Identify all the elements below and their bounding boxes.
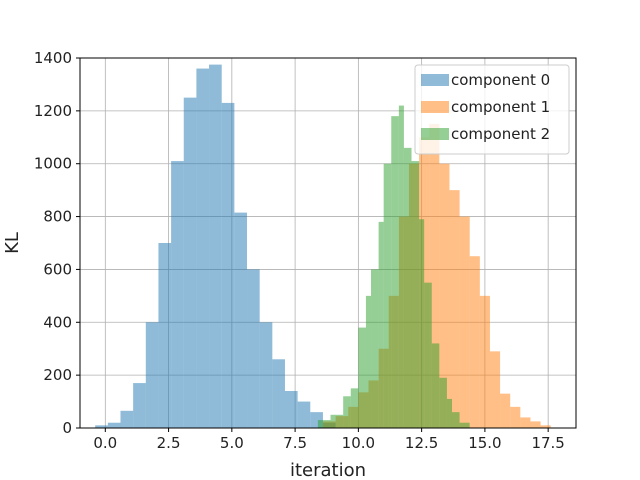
series-1-bar-21	[540, 425, 551, 428]
x-tick-label-1: 2.5	[157, 434, 181, 452]
y-tick-label-6: 1200	[34, 102, 72, 120]
series-0-bar-16	[297, 401, 311, 428]
series-2-bar-19	[459, 422, 470, 428]
series-0-bar-2	[120, 410, 134, 428]
series-2-bar-15	[431, 343, 440, 428]
series-0-bar-11	[234, 212, 248, 428]
y-tick-label-1: 200	[43, 366, 72, 384]
y-tick-label-4: 800	[43, 208, 72, 226]
series-2-bar-14	[424, 282, 432, 428]
y-axis-ticks: 0 200 400 600 800 1000 1200 1400	[34, 49, 80, 437]
series-1-bar-12	[449, 190, 460, 428]
series-0-bar-7	[183, 97, 197, 429]
x-tick-label-3: 7.5	[283, 434, 307, 452]
y-tick-label-0: 0	[62, 419, 72, 437]
series-1-bar-19	[520, 417, 531, 428]
series-2-bar-18	[452, 412, 460, 428]
series-0-bar-15	[284, 391, 298, 428]
x-axis-label: iteration	[290, 460, 366, 480]
series-0-bar-1	[107, 422, 121, 428]
series-2-bar-11	[403, 147, 412, 428]
series-1-bar-10	[429, 124, 440, 429]
legend-box	[414, 64, 570, 155]
series-1-bar-14	[469, 256, 480, 428]
series-1-bar-20	[530, 421, 541, 428]
legend-swatch-1	[421, 101, 449, 113]
series-1-bar-17	[500, 393, 511, 428]
y-tick-label-3: 600	[43, 260, 72, 278]
x-tick-label-2: 5.0	[220, 434, 244, 452]
series-0-bar-5	[158, 243, 172, 428]
series-2-bar-16	[439, 377, 447, 428]
x-tick-label-4: 10.0	[342, 434, 375, 452]
legend: component 0 component 1 component 2	[414, 64, 570, 155]
series-2-bar-2	[343, 396, 351, 428]
series-2-bar-6	[371, 269, 379, 428]
series-2-bar-4	[358, 327, 366, 428]
series-2-bar-5	[365, 295, 372, 428]
series-2-bar-7	[378, 221, 384, 428]
legend-label-2: component 2	[451, 125, 550, 143]
series-0-bar-8	[196, 68, 210, 429]
series-2-bar-17	[446, 398, 452, 428]
series-0-bar-0	[95, 425, 108, 428]
series-2-bar-12	[411, 161, 420, 429]
series-2-bar-10	[398, 105, 404, 429]
x-axis-ticks: 0.0 2.5 5.0 7.5 10.0 12.5 15.0 17.5	[93, 428, 565, 452]
series-2-bar-9	[391, 116, 399, 429]
series-0-bar-9	[209, 64, 222, 428]
series-2-bar-8	[383, 163, 392, 428]
series-2-bar-3	[350, 388, 359, 428]
plot-frame	[79, 57, 577, 429]
series-0-bar-6	[171, 161, 184, 429]
series-0-bar-13	[259, 322, 273, 428]
series-1-bar-11	[439, 163, 450, 428]
series-1-bar-18	[510, 406, 521, 428]
series-0	[95, 64, 336, 429]
histogram-bars	[95, 64, 551, 429]
legend-swatch-0	[421, 74, 449, 86]
series-1-bar-16	[489, 351, 501, 428]
series-0-bar-10	[221, 102, 235, 428]
series-2-bar-1	[330, 414, 344, 428]
series-0-bar-14	[272, 359, 285, 428]
legend-swatch-2	[421, 128, 449, 140]
x-tick-label-7: 17.5	[531, 434, 564, 452]
series-0-bar-3	[133, 383, 146, 428]
y-axis-label: KL	[2, 232, 23, 254]
series-1-bar-13	[459, 216, 470, 428]
series-2	[317, 105, 470, 429]
legend-label-0: component 0	[451, 71, 550, 89]
series-2-bar-0	[317, 420, 331, 428]
y-tick-label-7: 1400	[34, 49, 72, 67]
y-tick-label-2: 400	[43, 313, 72, 331]
x-tick-label-0: 0.0	[93, 434, 117, 452]
series-2-bar-13	[419, 219, 425, 428]
series-0-bar-12	[247, 269, 260, 428]
y-tick-label-5: 1000	[34, 155, 72, 173]
x-tick-label-6: 15.0	[468, 434, 501, 452]
series-0-bar-4	[145, 322, 159, 428]
series-1-bar-15	[479, 295, 490, 428]
x-tick-label-5: 12.5	[405, 434, 438, 452]
legend-label-1: component 1	[451, 98, 550, 116]
